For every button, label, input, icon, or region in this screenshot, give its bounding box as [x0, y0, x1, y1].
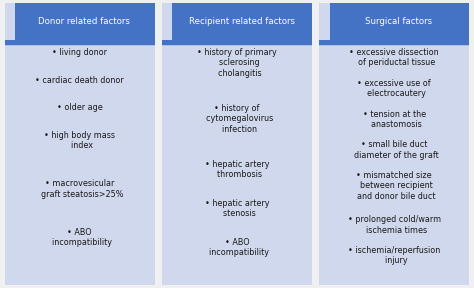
Text: Donor related factors: Donor related factors — [38, 17, 130, 26]
FancyBboxPatch shape — [2, 0, 158, 45]
Text: • small bile duct
  diameter of the graft: • small bile duct diameter of the graft — [349, 140, 439, 160]
Text: • history of
  cytomegalovirus
  infection: • history of cytomegalovirus infection — [201, 104, 273, 134]
Text: • living donor: • living donor — [52, 48, 107, 57]
Text: • excessive dissection
  of periductal tissue: • excessive dissection of periductal tis… — [349, 48, 439, 67]
FancyBboxPatch shape — [159, 0, 315, 288]
Text: • excessive use of
  electrocautery: • excessive use of electrocautery — [357, 79, 431, 98]
Bar — [5, 21, 155, 39]
Text: • older age: • older age — [57, 103, 103, 112]
Text: • history of primary
  sclerosing
  cholangitis: • history of primary sclerosing cholangi… — [197, 48, 277, 78]
Text: Recipient related factors: Recipient related factors — [189, 17, 294, 26]
Text: • hepatic artery
  thrombosis: • hepatic artery thrombosis — [205, 160, 269, 179]
Text: • tension at the
  anastomosis: • tension at the anastomosis — [363, 109, 426, 129]
FancyBboxPatch shape — [2, 0, 158, 288]
FancyBboxPatch shape — [316, 0, 472, 288]
Bar — [319, 3, 330, 39]
Text: • cardiac death donor: • cardiac death donor — [36, 75, 124, 85]
Text: Surgical factors: Surgical factors — [365, 17, 432, 26]
Text: • macrovesicular
  graft steatosis>25%: • macrovesicular graft steatosis>25% — [36, 179, 124, 199]
Text: • ABO
  incompatibility: • ABO incompatibility — [204, 238, 270, 257]
Text: • prolonged cold/warm
  ischemia times: • prolonged cold/warm ischemia times — [347, 215, 441, 234]
Bar — [162, 21, 312, 39]
Text: • mismatched size
  between recipient
  and donor bile duct: • mismatched size between recipient and … — [353, 171, 436, 201]
FancyBboxPatch shape — [316, 0, 472, 45]
Text: • hepatic artery
  stenosis: • hepatic artery stenosis — [205, 199, 269, 218]
Text: • ischemia/reperfusion
  injury: • ischemia/reperfusion injury — [348, 246, 440, 265]
FancyBboxPatch shape — [159, 0, 315, 45]
Text: • ABO
  incompatibility: • ABO incompatibility — [47, 228, 112, 247]
Bar — [5, 3, 15, 39]
Bar — [162, 3, 173, 39]
Bar — [319, 21, 469, 39]
Text: • high body mass
  index: • high body mass index — [44, 130, 115, 150]
